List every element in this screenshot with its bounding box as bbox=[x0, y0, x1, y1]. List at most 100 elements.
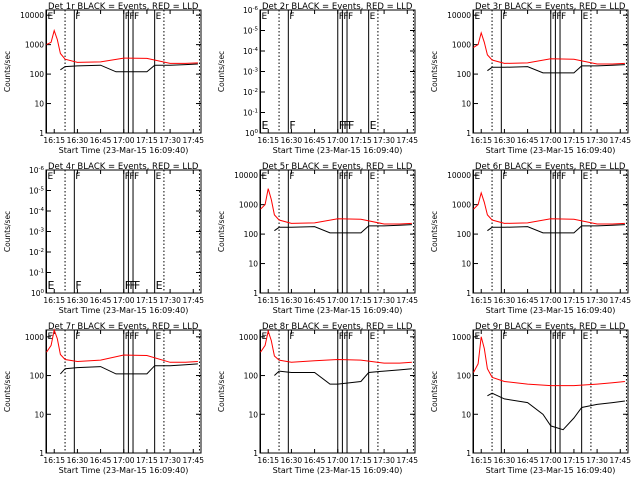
x-tick-label: 16:45 bbox=[304, 296, 326, 305]
y-tick-label: 10 bbox=[461, 410, 471, 419]
x-tick-label: 17:30 bbox=[586, 456, 608, 465]
x-axis-label: Start Time (23-Mar-15 16:09:40) bbox=[486, 146, 616, 155]
y-tick-label: 100 bbox=[457, 230, 472, 239]
y-tick-label: 1 bbox=[253, 289, 258, 298]
marker-label-top: F bbox=[134, 172, 139, 182]
x-tick-label: 16:30 bbox=[281, 296, 303, 305]
x-tick-label: 16:30 bbox=[67, 296, 89, 305]
x-tick-label: 16:45 bbox=[90, 136, 112, 145]
y-tick-label: 10-2 bbox=[29, 248, 44, 257]
y-tick-label: 1 bbox=[466, 129, 471, 138]
chart-panel-5: Det 5r BLACK = Events, RED = LLD Counts/s… bbox=[217, 162, 418, 315]
marker-label-top: F bbox=[129, 12, 134, 22]
y-tick-label: 10 bbox=[461, 100, 471, 109]
x-tick-label: 17:15 bbox=[563, 296, 585, 305]
x-tick-label: 16:30 bbox=[67, 456, 89, 465]
x-tick-label: 17:30 bbox=[586, 296, 608, 305]
y-tick-label: 100 bbox=[244, 372, 259, 381]
y-tick-label: 100 bbox=[457, 70, 472, 79]
y-tick-label: 10-5 bbox=[243, 27, 259, 36]
x-tick-label: 17:00 bbox=[113, 296, 135, 305]
panel-title: Det 8r BLACK = Events, RED = LLD bbox=[262, 322, 413, 332]
marker-label-top: F bbox=[75, 12, 80, 22]
x-tick-label: 17:15 bbox=[350, 296, 372, 305]
x-tick-label: 17:30 bbox=[159, 136, 181, 145]
x-tick-label: 17:30 bbox=[373, 136, 395, 145]
series-line bbox=[260, 188, 412, 225]
marker-label-top: F bbox=[75, 332, 80, 342]
y-axis-label: Counts/sec bbox=[430, 211, 439, 252]
marker-label-top: F bbox=[348, 332, 353, 342]
chart-panel-6: Det 6r BLACK = Events, RED = LLD Counts/s… bbox=[430, 162, 631, 315]
marker-label-top: F bbox=[556, 332, 561, 342]
x-tick-label: 17:15 bbox=[136, 296, 158, 305]
series-line bbox=[274, 368, 412, 385]
marker-label-bottom: E bbox=[262, 119, 269, 132]
x-tick-label: 17:00 bbox=[113, 456, 135, 465]
marker-label-top: F bbox=[125, 12, 130, 22]
marker-label-top: F bbox=[552, 172, 557, 182]
marker-label-top: F bbox=[75, 172, 80, 182]
x-tick-label: 16:15 bbox=[470, 296, 492, 305]
marker-label-top: F bbox=[556, 172, 561, 182]
marker-label-top: E bbox=[156, 172, 162, 182]
marker-label-top: F bbox=[348, 172, 353, 182]
y-tick-label: 10 bbox=[34, 100, 44, 109]
x-axis-label: Start Time (23-Mar-15 16:09:40) bbox=[273, 306, 403, 315]
marker-label-bottom: F bbox=[289, 119, 295, 132]
y-axis-label: Counts/sec bbox=[430, 371, 439, 412]
marker-label-top: F bbox=[339, 172, 344, 182]
marker-label-top: E bbox=[156, 12, 162, 22]
x-tick-label: 16:15 bbox=[43, 456, 65, 465]
marker-label-top: F bbox=[134, 332, 139, 342]
marker-label-top: F bbox=[343, 172, 348, 182]
y-tick-label: 1000 bbox=[452, 201, 471, 210]
y-tick-label: 10 bbox=[248, 410, 258, 419]
y-tick-label: 10-4 bbox=[29, 207, 45, 216]
series-line bbox=[473, 31, 625, 65]
panel-title: Det 2r BLACK = Events, RED = LLD bbox=[262, 2, 413, 12]
x-tick-label: 16:30 bbox=[67, 136, 89, 145]
x-tick-label: 17:30 bbox=[373, 296, 395, 305]
y-tick-label: 10-5 bbox=[29, 187, 45, 196]
x-tick-label: 17:45 bbox=[182, 296, 204, 305]
x-axis-label: Start Time (23-Mar-15 16:09:40) bbox=[273, 146, 403, 155]
y-axis-label: Counts/sec bbox=[430, 51, 439, 92]
marker-label-top: E bbox=[370, 332, 376, 342]
series-line bbox=[274, 224, 412, 234]
x-axis-label: Start Time (23-Mar-15 16:09:40) bbox=[59, 466, 189, 475]
series-line bbox=[473, 191, 625, 225]
chart-panel-7: Det 7r BLACK = Events, RED = LLD Counts/s… bbox=[3, 322, 204, 475]
x-axis-label: Start Time (23-Mar-15 16:09:40) bbox=[486, 306, 616, 315]
y-tick-label: 10 bbox=[461, 260, 471, 269]
y-tick-label: 1 bbox=[39, 129, 44, 138]
marker-label-top: E bbox=[48, 172, 54, 182]
y-axis-label: Counts/sec bbox=[3, 371, 12, 412]
y-tick-label: 1 bbox=[466, 449, 471, 458]
x-tick-label: 16:45 bbox=[304, 456, 326, 465]
panel-title: Det 5r BLACK = Events, RED = LLD bbox=[262, 162, 413, 172]
series-line bbox=[473, 336, 625, 387]
marker-label-top: E bbox=[156, 332, 162, 342]
marker-label-top: F bbox=[289, 332, 294, 342]
y-tick-label: 10 bbox=[34, 410, 44, 419]
panel-title: Det 3r BLACK = Events, RED = LLD bbox=[475, 2, 626, 12]
y-tick-label: 1000 bbox=[452, 41, 471, 50]
series-line bbox=[46, 328, 198, 363]
y-tick-label: 10-6 bbox=[29, 166, 45, 175]
marker-label-top: F bbox=[129, 172, 134, 182]
marker-label-bottom: E bbox=[48, 279, 55, 292]
x-tick-label: 17:00 bbox=[540, 136, 562, 145]
marker-label-top: F bbox=[343, 12, 348, 22]
marker-label-top: F bbox=[502, 12, 507, 22]
y-tick-label: 10-3 bbox=[243, 68, 259, 77]
x-tick-label: 16:15 bbox=[43, 296, 65, 305]
marker-label-top: F bbox=[552, 332, 557, 342]
x-tick-label: 17:00 bbox=[327, 136, 349, 145]
x-tick-label: 17:45 bbox=[182, 456, 204, 465]
x-tick-label: 17:45 bbox=[396, 136, 418, 145]
x-tick-label: 17:45 bbox=[396, 296, 418, 305]
marker-label-top: F bbox=[339, 12, 344, 22]
x-tick-label: 16:45 bbox=[517, 136, 539, 145]
y-tick-label: 1000 bbox=[25, 41, 44, 50]
